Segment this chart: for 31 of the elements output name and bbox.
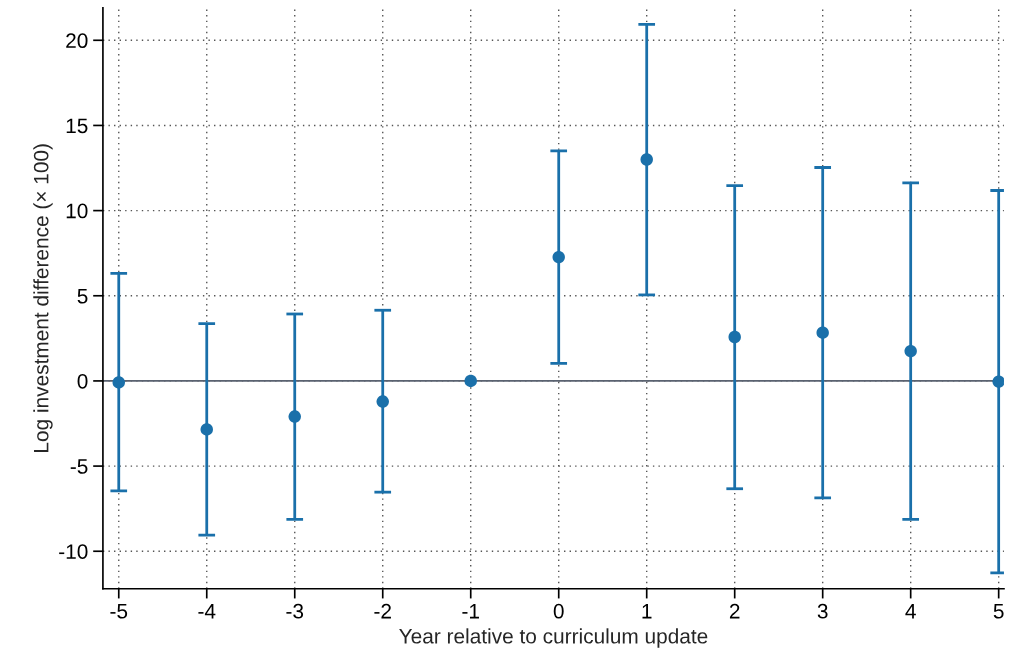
y-tick-label: -10	[59, 544, 88, 559]
x-tick-label: -1	[462, 604, 479, 619]
x-axis-title: Year relative to curriculum update	[399, 628, 708, 648]
x-tick-label: 2	[729, 603, 740, 619]
y-tick-label: 10	[66, 203, 88, 219]
x-tick-label: -3	[286, 603, 304, 619]
y-axis-title: Log investment difference (× 100)	[33, 144, 53, 452]
point	[640, 153, 653, 166]
x-tick-label: 1	[642, 604, 652, 619]
x-tick-label: 4	[905, 604, 916, 619]
point	[376, 395, 389, 408]
y-tick-label: 5	[77, 288, 88, 304]
point	[112, 376, 125, 389]
x-tick-label: 0	[553, 603, 564, 619]
x-tick-label: 3	[817, 603, 828, 619]
y-tick-label: -5	[70, 459, 88, 474]
point	[288, 410, 301, 423]
y-tick-label: 20	[66, 33, 88, 49]
point	[552, 250, 565, 264]
x-tick-label: -2	[374, 603, 391, 619]
point	[200, 423, 213, 436]
x-tick-label: -4	[198, 604, 216, 619]
point	[816, 326, 829, 339]
y-tick-label: 15	[66, 118, 88, 134]
point	[464, 374, 477, 388]
x-tick-label: -5	[110, 604, 128, 619]
point	[904, 344, 917, 358]
point	[728, 330, 741, 344]
y-tick-label: 0	[77, 373, 88, 389]
point	[992, 375, 1004, 388]
x-tick-label: 5	[993, 604, 1004, 619]
